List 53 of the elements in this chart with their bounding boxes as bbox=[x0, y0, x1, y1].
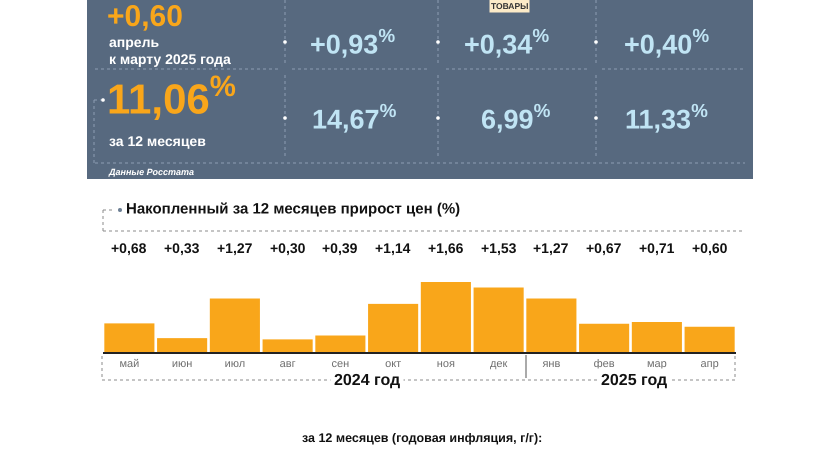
text: к марту 2025 года bbox=[109, 51, 232, 67]
text: +0,34$^{%}$ bbox=[464, 26, 550, 60]
x-tick-label: июл bbox=[224, 358, 246, 370]
x-tick-label: окт bbox=[385, 358, 402, 370]
x-tick-label: авг bbox=[280, 358, 296, 370]
text: 6,99$^{%}$ bbox=[481, 101, 551, 134]
x-tick-label: апр bbox=[700, 358, 719, 370]
bar bbox=[579, 324, 630, 352]
x-tick-label: фев bbox=[594, 358, 615, 370]
text: ТОВАРЫ bbox=[491, 1, 528, 11]
bar bbox=[684, 326, 735, 352]
data-label: +1,27 bbox=[217, 240, 253, 256]
text: Данные Росстата bbox=[108, 167, 194, 177]
data-label: +0,68 bbox=[111, 240, 147, 256]
text: 11,33$^{%}$ bbox=[625, 101, 708, 134]
bar bbox=[315, 336, 366, 352]
bar bbox=[104, 323, 154, 352]
x-tick-label: май bbox=[119, 358, 140, 370]
chart-title: Накопленный за 12 месяцев прирост цен (%) bbox=[126, 200, 460, 218]
data-label: +1,14 bbox=[375, 240, 411, 256]
text: +0,60 bbox=[107, 0, 183, 33]
data-label: +1,66 bbox=[428, 240, 464, 256]
data-label: +0,30 bbox=[270, 240, 306, 256]
data-label: +0,60 bbox=[692, 240, 728, 256]
bar bbox=[526, 298, 576, 352]
data-label: +0,67 bbox=[586, 240, 622, 256]
text: 14,67$^{%}$ bbox=[312, 101, 397, 134]
data-label: +0,71 bbox=[639, 240, 675, 256]
data-label: +0,39 bbox=[322, 240, 358, 256]
x-tick-label: ноя bbox=[436, 358, 455, 370]
bar bbox=[210, 298, 260, 352]
bar bbox=[632, 322, 682, 352]
bar bbox=[368, 304, 418, 352]
text: апрель bbox=[109, 34, 160, 50]
bar bbox=[420, 282, 471, 352]
data-label: +1,27 bbox=[533, 240, 569, 256]
bar bbox=[474, 287, 524, 352]
data-label: +0,33 bbox=[164, 240, 200, 256]
text: за 12 месяцев (годовая инфляция, г/г): bbox=[302, 431, 542, 445]
text: 2024 год bbox=[334, 372, 400, 389]
text: за 12 месяцев bbox=[109, 133, 206, 149]
x-tick-label: янв bbox=[542, 358, 560, 370]
text: +0,40$^{%}$ bbox=[624, 26, 710, 60]
x-tick-label: мар bbox=[646, 358, 667, 370]
data-label: +1,53 bbox=[481, 240, 517, 256]
x-tick-label: дек bbox=[490, 358, 508, 370]
text: 2025 год bbox=[601, 372, 668, 389]
bar bbox=[262, 339, 313, 352]
bar bbox=[157, 338, 208, 352]
x-tick-label: июн bbox=[172, 358, 192, 370]
text: +0,93$^{%}$ bbox=[310, 26, 396, 60]
text: 11,06$^{%}$ bbox=[107, 70, 236, 123]
x-tick-label: сен bbox=[332, 358, 350, 370]
